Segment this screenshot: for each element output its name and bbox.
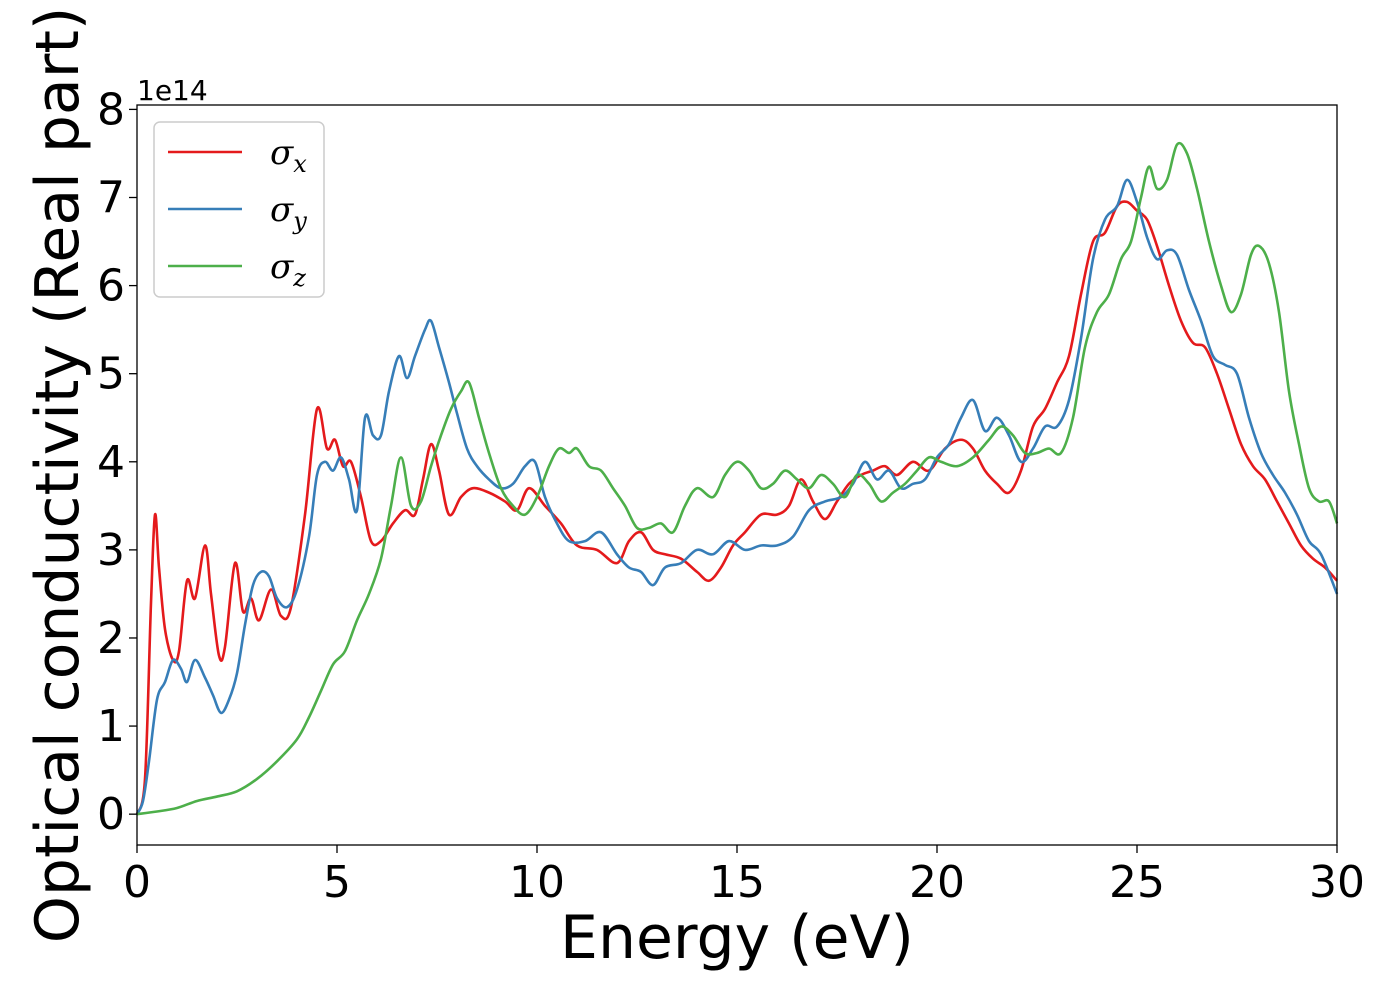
y-tick-label: 4 [97,437,125,488]
legend-label-z: σz [270,247,306,292]
x-axis-title: Energy (eV) [560,903,914,973]
legend-label-x: σx [270,133,307,178]
y-tick-label: 2 [97,613,125,664]
y-tick-label: 3 [97,525,125,576]
x-tick-label: 10 [509,857,565,908]
series-layer [135,141,1339,816]
y-offset-text: 1e14 [137,74,208,107]
x-tick-label: 0 [123,857,151,908]
y-axis: 0 1 2 3 4 5 6 7 8 [97,84,137,840]
series-line-x [135,200,1338,815]
x-tick-label: 20 [909,857,965,908]
y-tick-label: 1 [97,701,125,752]
x-tick-label: 25 [1109,857,1165,908]
y-tick-label: 6 [97,261,125,312]
plot-area [137,105,1337,845]
series-line-z [136,141,1339,816]
legend: σx σy σz [153,121,325,298]
x-tick-label: 5 [323,857,351,908]
y-axis-title: Optical conductivity (Real part) [23,7,93,944]
y-tick-label: 5 [97,349,125,400]
x-tick-label: 15 [709,857,765,908]
x-tick-label: 30 [1309,857,1365,908]
series-line-y [135,178,1339,815]
y-tick-label: 7 [97,173,125,224]
legend-label-y: σy [270,190,307,235]
x-axis: 0 5 10 15 20 25 30 [123,845,1365,908]
y-tick-label: 0 [97,789,125,840]
y-tick-label: 8 [97,84,125,135]
